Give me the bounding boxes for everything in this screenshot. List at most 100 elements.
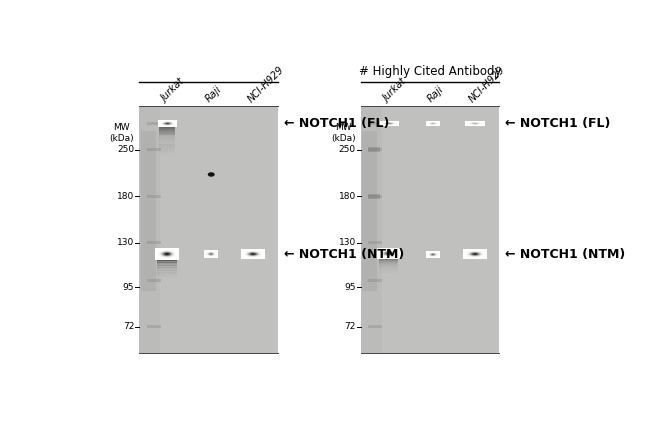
Bar xyxy=(159,138,175,139)
Bar xyxy=(378,266,398,267)
Bar xyxy=(159,129,175,131)
Bar xyxy=(157,270,177,271)
Bar xyxy=(159,149,175,151)
Bar xyxy=(159,135,175,136)
Bar xyxy=(378,271,398,272)
Bar xyxy=(159,142,175,143)
Bar xyxy=(361,106,382,353)
Bar xyxy=(159,141,175,142)
Bar xyxy=(157,266,177,267)
Bar xyxy=(157,268,177,269)
Bar xyxy=(157,268,177,269)
Bar xyxy=(378,259,398,260)
Bar xyxy=(369,241,382,244)
Circle shape xyxy=(208,172,214,177)
Bar xyxy=(159,131,175,133)
Bar xyxy=(157,272,177,273)
Bar xyxy=(147,279,161,281)
Bar xyxy=(159,130,175,132)
Bar xyxy=(157,261,177,262)
Text: ← NOTCH1 (NTM): ← NOTCH1 (NTM) xyxy=(284,248,404,261)
Text: 130: 130 xyxy=(339,238,356,247)
Bar xyxy=(157,276,177,277)
Text: ← NOTCH1 (FL): ← NOTCH1 (FL) xyxy=(284,117,389,130)
Bar xyxy=(159,135,175,137)
Text: NCI-H929: NCI-H929 xyxy=(246,64,285,104)
Bar xyxy=(159,133,175,135)
Bar xyxy=(140,130,156,291)
Text: Raji: Raji xyxy=(204,84,224,104)
Bar xyxy=(378,271,398,272)
Bar xyxy=(157,259,177,260)
Bar xyxy=(378,263,398,264)
Bar xyxy=(159,127,175,129)
Bar xyxy=(362,130,378,291)
Bar xyxy=(157,260,177,261)
Bar xyxy=(147,122,161,125)
Bar xyxy=(157,267,177,268)
Text: 180: 180 xyxy=(339,192,356,201)
Bar xyxy=(378,261,398,262)
Text: 72: 72 xyxy=(123,322,134,331)
Bar xyxy=(378,265,398,266)
Bar xyxy=(147,325,161,328)
Bar xyxy=(159,128,175,130)
Text: 95: 95 xyxy=(123,283,134,292)
Bar xyxy=(147,148,161,151)
Bar xyxy=(369,148,382,151)
Text: 180: 180 xyxy=(117,192,134,201)
Bar xyxy=(157,263,177,264)
Bar xyxy=(147,241,161,244)
Text: 130: 130 xyxy=(117,238,134,247)
Bar xyxy=(157,275,177,276)
Bar xyxy=(157,273,177,274)
Bar xyxy=(378,268,398,269)
Bar xyxy=(139,106,278,353)
Bar xyxy=(378,272,398,273)
Bar xyxy=(378,267,398,268)
Text: MW
(kDa): MW (kDa) xyxy=(109,123,134,143)
Text: NCI-H929: NCI-H929 xyxy=(467,64,507,104)
Text: Jurkat: Jurkat xyxy=(382,77,409,104)
Bar xyxy=(159,148,175,150)
Bar xyxy=(157,272,177,273)
Bar xyxy=(157,265,177,266)
Bar xyxy=(378,262,398,263)
Bar xyxy=(157,274,177,275)
Bar xyxy=(368,147,380,152)
Text: # Highly Cited Antibody: # Highly Cited Antibody xyxy=(359,65,501,78)
Bar xyxy=(157,273,177,274)
Bar xyxy=(159,152,175,154)
Bar xyxy=(159,133,175,134)
Text: Jurkat: Jurkat xyxy=(160,77,187,104)
Bar xyxy=(139,106,160,353)
Bar xyxy=(361,106,499,353)
Bar xyxy=(378,262,398,263)
Text: 250: 250 xyxy=(339,145,356,154)
Bar xyxy=(378,270,398,271)
Bar xyxy=(159,150,175,152)
Bar xyxy=(369,195,382,198)
Bar xyxy=(369,122,382,125)
Bar xyxy=(157,275,177,276)
Bar xyxy=(157,271,177,272)
Bar xyxy=(369,325,382,328)
Bar xyxy=(378,264,398,265)
Bar xyxy=(147,195,161,198)
Bar xyxy=(159,144,175,146)
Text: ← NOTCH1 (FL): ← NOTCH1 (FL) xyxy=(506,117,611,130)
Bar xyxy=(159,147,175,149)
Text: Raji: Raji xyxy=(426,84,446,104)
Bar xyxy=(159,151,175,153)
Bar xyxy=(157,277,177,278)
Bar xyxy=(157,260,177,261)
Bar xyxy=(378,269,398,270)
Text: ← NOTCH1 (NTM): ← NOTCH1 (NTM) xyxy=(506,248,626,261)
Bar xyxy=(378,265,398,266)
Bar xyxy=(159,145,175,147)
Bar xyxy=(157,264,177,265)
Bar xyxy=(159,139,175,140)
Bar xyxy=(159,140,175,141)
Bar xyxy=(157,267,177,268)
Bar xyxy=(157,265,177,266)
